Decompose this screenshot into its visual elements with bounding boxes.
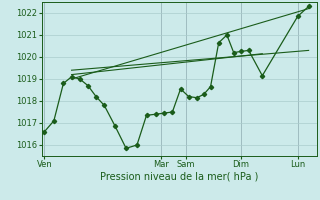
X-axis label: Pression niveau de la mer( hPa ): Pression niveau de la mer( hPa ) [100,172,258,182]
